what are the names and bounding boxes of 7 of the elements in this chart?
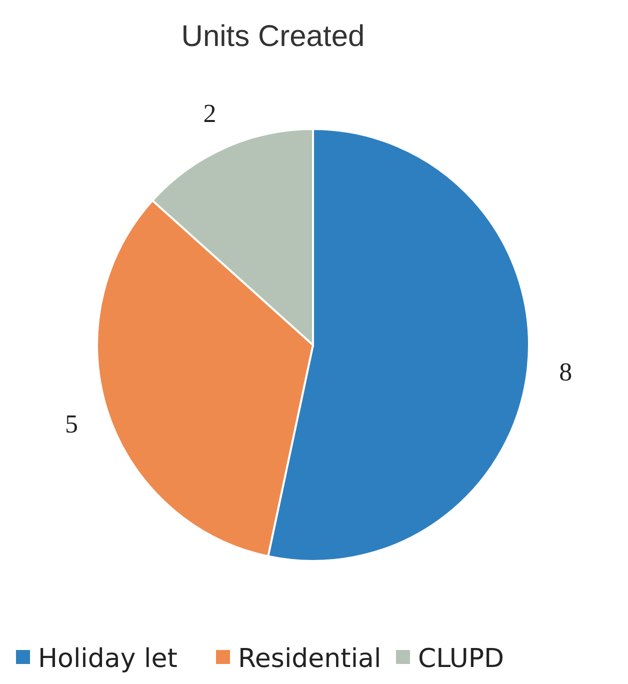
chart-title: Units Created (181, 20, 365, 53)
legend-label: Holiday let (38, 644, 178, 674)
data-label: 8 (559, 358, 572, 387)
legend-label: Residential (238, 644, 382, 674)
legend-label: CLUPD (418, 644, 504, 674)
data-label: 2 (203, 99, 216, 128)
data-label: 5 (64, 410, 78, 439)
